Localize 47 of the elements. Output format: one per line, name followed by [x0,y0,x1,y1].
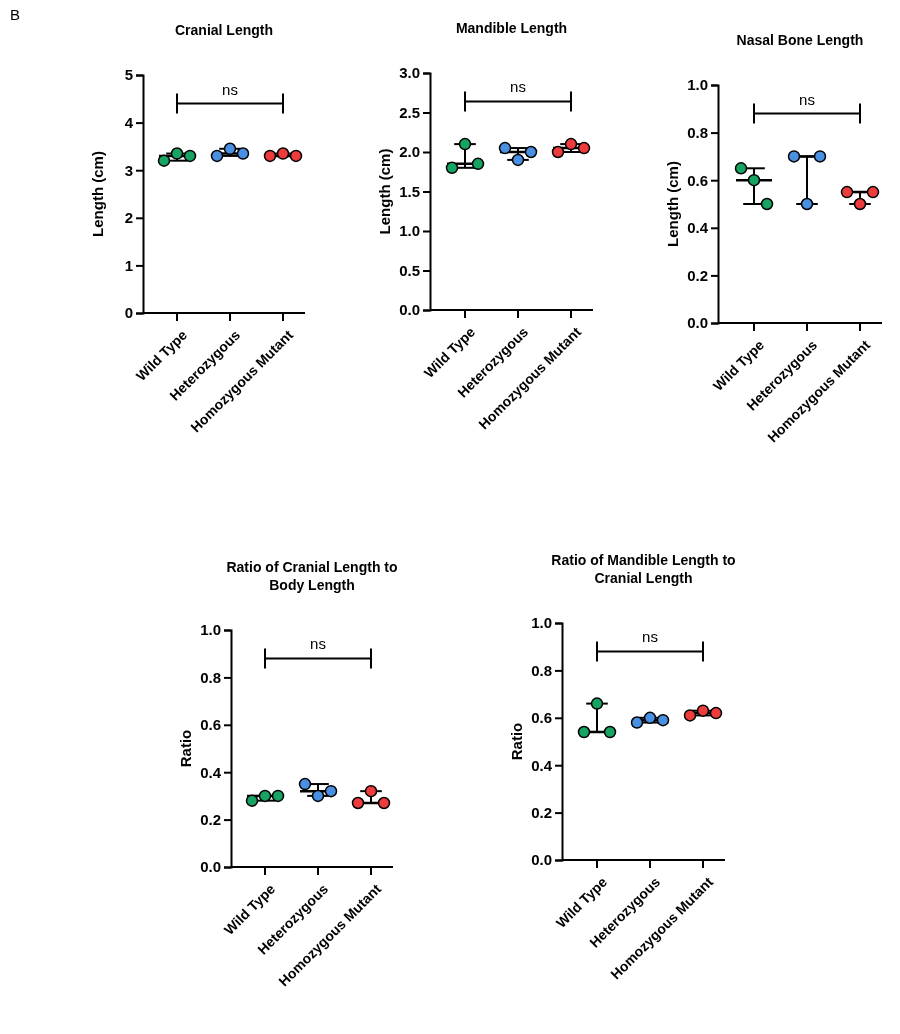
chart-title: Nasal Bone Length [736,32,864,48]
y-tick-label: 1.0 [399,222,420,240]
y-tick-label: 0.2 [687,266,708,284]
annotation: ns [222,80,238,98]
annotation: ns [642,628,658,646]
y-tick-label: 5 [124,66,133,84]
y-tick-label: 0.6 [200,716,221,734]
annotation: ns [510,78,526,96]
y-tick-label: 1.5 [399,182,420,200]
y-tick-label: 0.8 [687,123,708,141]
y-axis-title: Length (cm) [376,148,393,235]
y-tick-label: 0.4 [531,756,553,774]
y-tick-label: 0.4 [200,763,222,781]
y-tick-label: 3.0 [399,64,420,82]
y-tick-label: 1.0 [200,621,221,639]
y-tick-label: 0.0 [399,301,420,319]
y-tick-label: 4 [124,113,134,131]
y-tick-label: 1 [124,256,133,274]
y-tick-label: 0.2 [531,803,552,821]
y-tick-label: 0.6 [531,709,552,727]
chart-title: Ratio of Mandible Length to Cranial Length [551,552,736,586]
y-tick-label: 0.8 [531,661,552,679]
y-tick-label: 3 [124,161,133,179]
chart-title: Mandible Length [455,20,568,36]
annotation: ns [310,635,326,653]
y-axis-title: Ratio [508,722,525,761]
y-tick-label: 0.0 [531,851,552,869]
text: B [10,6,21,23]
y-tick-label: 2 [124,209,133,227]
y-tick-label: 0 [124,304,133,322]
y-tick-label: 2.5 [399,103,420,121]
y-tick-label: 1.0 [687,76,708,94]
y-tick-label: 2.0 [399,143,420,161]
chart-title: Ratio of Cranial Length to Body Length [226,559,398,593]
y-tick-label: 0.8 [200,668,221,686]
y-tick-label: 0.2 [200,810,221,828]
y-axis-title: Length (cm) [664,161,681,247]
y-axis-title: Length (cm) [89,151,106,237]
y-tick-label: 0.5 [399,261,420,279]
y-tick-label: 0.6 [687,171,708,189]
y-tick-label: 0.0 [200,858,221,876]
y-tick-label: 1.0 [531,614,552,632]
y-tick-label: 0.0 [687,314,708,332]
annotation: ns [799,90,815,108]
chart-title: Cranial Length [174,22,274,38]
y-tick-label: 0.4 [687,219,709,237]
y-axis-title: Ratio [177,729,194,768]
